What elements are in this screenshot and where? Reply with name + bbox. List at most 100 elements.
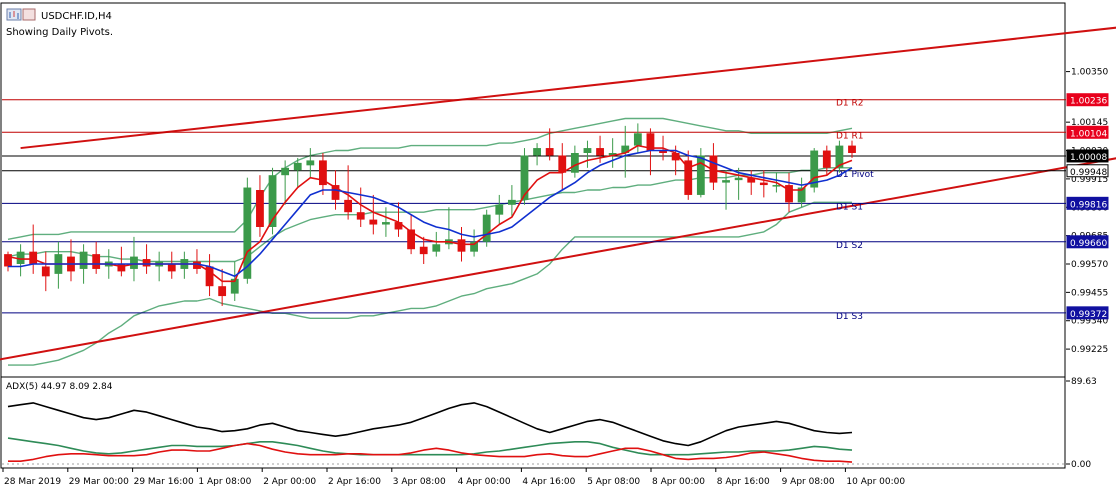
candle-body (684, 160, 693, 195)
candle-body (306, 160, 315, 166)
adx-lines (2, 402, 1066, 465)
price-tags: 1.00236 1.00104 1.00008 0.99948 0.99816 0.996… (1066, 93, 1109, 320)
candle-body (394, 222, 403, 230)
candle-body (797, 187, 806, 203)
price-tick-label: 0.99915 (1071, 175, 1108, 185)
candle-body (482, 214, 491, 242)
candle-body (583, 148, 592, 153)
adx-tick-label: 0.00 (1071, 460, 1091, 470)
candle-body (344, 199, 353, 213)
pivot-lines[interactable]: D1 R2 D1 R1 D1 Pivot D1 S1 D1 S2 D1 S3 (2, 99, 1066, 322)
candle-body (709, 155, 718, 183)
candle-body (507, 199, 516, 205)
chart-header: USDCHF.ID,H4 Showing Daily Pivots. (6, 8, 113, 38)
price-tag-d1-s3 (1066, 306, 1109, 320)
candle-body (734, 177, 743, 181)
time-tick-label: 28 Mar 2019 (4, 477, 61, 487)
moving-averages (7, 144, 853, 283)
candle-body (319, 160, 327, 186)
adx-series-plus-di (7, 437, 853, 456)
main-chart-frame[interactable] (0, 2, 1066, 378)
adx-series-adx (7, 402, 853, 447)
pivot-label-d1-s2: D1 S2 (836, 241, 863, 251)
candle-body (457, 239, 466, 252)
candle-body (608, 153, 617, 156)
candle-body (671, 153, 680, 161)
candle-body (596, 148, 604, 156)
price-tick-label: 0.99340 (1071, 317, 1108, 327)
candle-body (747, 177, 756, 183)
candle-body (205, 266, 214, 287)
candle-body (822, 150, 831, 168)
pivot-label-d1-s1: D1 S1 (836, 202, 863, 212)
bollinger-upper (7, 117, 853, 240)
candle-body (533, 148, 541, 156)
candle-body (759, 182, 768, 186)
candle-body (621, 145, 630, 153)
symbol-title: USDCHF.ID,H4 (41, 11, 112, 22)
candle-body (130, 256, 138, 269)
upper-trendline[interactable] (20, 12, 1116, 150)
pivot-label-d1-r2: D1 R2 (836, 99, 864, 109)
candle-body (495, 204, 504, 215)
time-tick-label: 8 Apr 00:00 (652, 477, 705, 487)
candle-body (193, 261, 201, 269)
candle-body (558, 155, 567, 173)
ma-slow-line (8, 149, 853, 278)
candle-body (382, 222, 390, 225)
candle-body (41, 266, 50, 277)
candle-body (470, 241, 478, 252)
price-tick-label: 0.99570 (1071, 260, 1108, 270)
candle-body (16, 251, 25, 264)
candle-body (659, 150, 667, 153)
price-tag-d1-pivot (1066, 164, 1109, 178)
price-tag-text-current-price: 1.00008 (1070, 153, 1107, 163)
candle-body (142, 259, 151, 267)
bollinger-lower (8, 201, 852, 366)
time-axis: 28 Mar 2019 29 Mar 00:00 29 Mar 16:00 1 Apr… (2, 468, 905, 487)
candle-body (407, 229, 416, 250)
candle-body (331, 185, 340, 200)
candle-body (633, 133, 642, 146)
symbol-flag-icon (22, 8, 36, 21)
time-tick-label: 1 Apr 08:00 (198, 477, 251, 487)
time-tick-label: 3 Apr 08:00 (393, 477, 446, 487)
pivot-label-d1-r1: D1 R1 (836, 131, 864, 141)
adx-subwindow-frame[interactable] (0, 376, 1066, 469)
price-tag-d1-s2 (1066, 235, 1109, 249)
candle-body (848, 145, 856, 153)
candle-body (117, 264, 126, 272)
candle-body (293, 162, 302, 171)
candle-body (256, 190, 264, 227)
time-tick-label: 5 Apr 08:00 (587, 477, 640, 487)
adx-series-minus-di (8, 442, 853, 463)
time-tick-label: 4 Apr 00:00 (458, 477, 511, 487)
candle-body (810, 150, 819, 188)
time-tick-label: 10 Apr 00:00 (846, 477, 905, 487)
price-tag-current-price (1066, 149, 1109, 163)
adx-tick-label: 89.63 (1071, 377, 1097, 387)
price-tick-label: 0.99455 (1071, 288, 1108, 298)
time-tick-label: 29 Mar 00:00 (69, 477, 129, 487)
price-tick-label: 1.00145 (1071, 118, 1108, 128)
price-tag-text-d1-r1: 1.00104 (1070, 129, 1107, 139)
candle-body (520, 155, 529, 200)
pivot-label-d1-s3: D1 S3 (836, 312, 863, 322)
price-tick-label: 0.99225 (1071, 345, 1108, 355)
pivot-label-d1-pivot: D1 Pivot (836, 170, 874, 180)
price-tag-text-d1-pivot: 0.99948 (1070, 168, 1107, 178)
candle-body (419, 246, 428, 255)
candle-body (29, 251, 38, 264)
candle-body (268, 175, 277, 227)
candle-body (772, 185, 781, 187)
candle-body (230, 278, 239, 294)
candle-body (79, 251, 88, 269)
price-tag-text-d1-r2: 1.00236 (1070, 97, 1107, 107)
candle-body (167, 264, 176, 272)
candle-body (281, 167, 290, 176)
candle-body (243, 187, 252, 279)
price-tag-text-d1-s2: 0.99660 (1070, 239, 1107, 249)
price-tag-d1-r2 (1066, 93, 1109, 107)
candle-body (356, 212, 365, 220)
